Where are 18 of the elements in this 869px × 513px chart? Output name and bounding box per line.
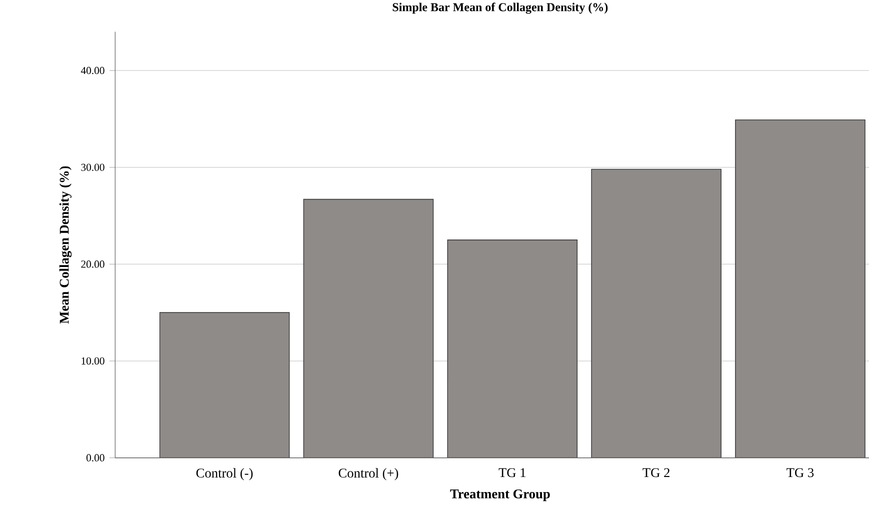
x-axis-title: Treatment Group: [450, 489, 550, 502]
y-tick-label: 20.00: [81, 260, 104, 268]
x-tick-label: TG 3: [786, 468, 814, 478]
y-tick-label: 0.00: [86, 454, 104, 462]
y-tick-label: 40.00: [80, 66, 104, 74]
x-tick-label: TG 1: [498, 468, 526, 478]
bar: [591, 168, 722, 458]
y-tick-label: 30.00: [81, 164, 104, 171]
y-tick-label: 10.00: [82, 357, 104, 365]
bar: [447, 240, 578, 458]
y-axis-title: Mean Collagen Density (%): [59, 166, 72, 324]
x-tick-label: TG 2: [642, 468, 670, 478]
bar: [303, 198, 434, 458]
x-tick-label: Control (+): [338, 468, 398, 480]
chart-title: Simple Bar Mean of Collagen Density (%): [392, 2, 608, 14]
x-tick-label: Control (-): [196, 468, 253, 480]
bar: [159, 312, 290, 458]
bar: [735, 120, 866, 458]
